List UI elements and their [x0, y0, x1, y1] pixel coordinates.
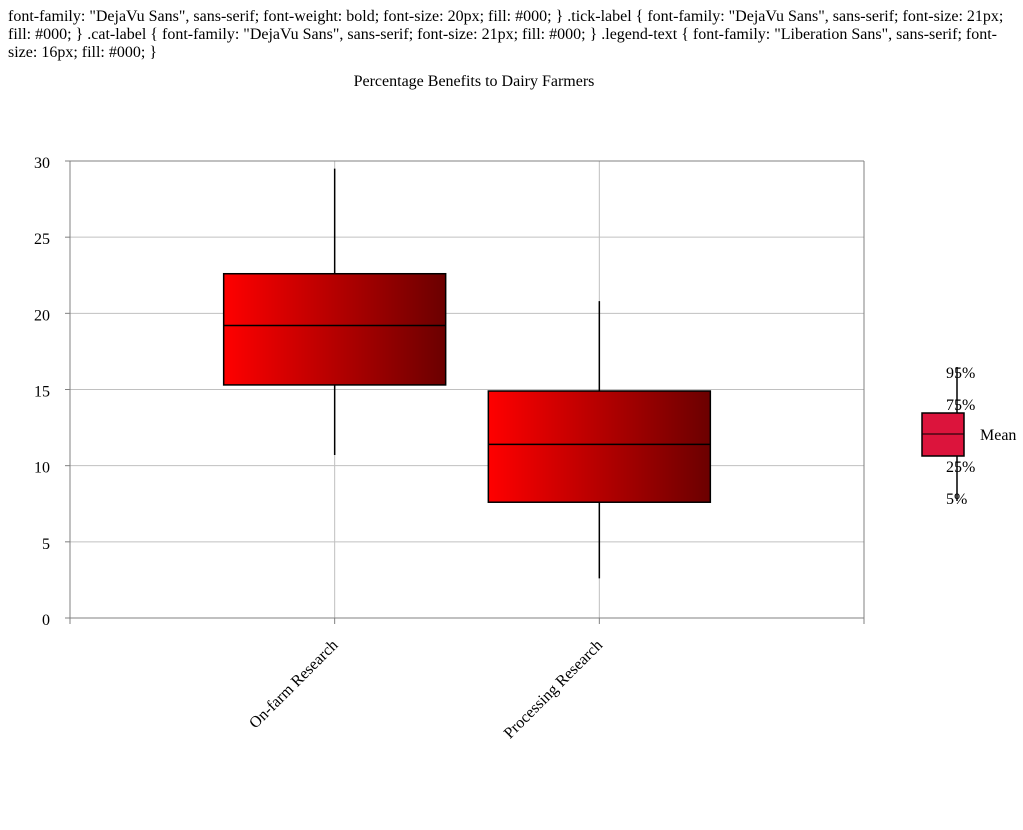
- y-tick-label: 15: [34, 384, 50, 401]
- box: [487, 390, 712, 503]
- legend-label-mean: Mean: [980, 427, 1016, 444]
- y-tick-label: 0: [42, 612, 50, 629]
- y-tick-label: 20: [34, 307, 50, 324]
- chart-title: Percentage Benefits to Dairy Farmers: [354, 73, 595, 90]
- y-tick-label: 30: [34, 155, 50, 172]
- legend-label-25: 25%: [946, 459, 975, 476]
- legend-label-95: 95%: [946, 365, 975, 382]
- y-tick-label: 10: [34, 460, 50, 477]
- box-group: [222, 168, 447, 456]
- plot-area: 0 5 10 15 20 25 30 On-farm Research Processing R…: [34, 155, 865, 742]
- x-category-label: Processing Research: [501, 637, 606, 742]
- legend-label-75: 75%: [946, 397, 975, 414]
- box-group: [487, 301, 712, 579]
- box-plot-chart: Percentage Benefits to Dairy Farmers 0 5 1…: [34, 73, 1016, 742]
- y-tick-label: 25: [34, 231, 50, 248]
- y-tick-label: 5: [42, 536, 50, 553]
- box: [222, 272, 447, 386]
- x-category-label: On-farm Research: [246, 637, 341, 732]
- legend: 95% 75% Mean 25% 5%: [921, 365, 1016, 508]
- legend-label-5: 5%: [946, 491, 967, 508]
